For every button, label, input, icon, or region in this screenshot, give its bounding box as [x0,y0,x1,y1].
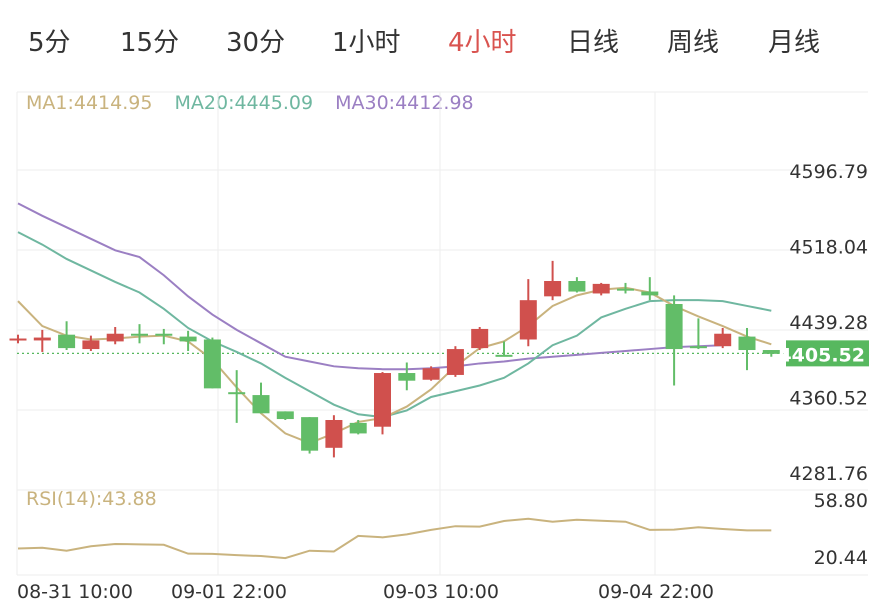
candle-body [592,283,610,294]
candle-body [519,300,537,340]
price-axis-label: 4596.79 [789,161,868,183]
candle-body [495,354,513,357]
candle-body [617,288,634,291]
candle-body [58,334,76,349]
current-price-label: 4405.52 [778,344,865,366]
time-axis-label: 09-04 22:00 [598,581,714,603]
ma-lines [17,202,772,560]
candle-body [33,337,51,341]
ma30-legend: MA30:4412.98 [335,92,474,114]
rsi-line [17,517,772,560]
axis-labels: 4596.79 4518.04 4439.28 4360.52 4281.76 4405.… [17,161,869,603]
ma1-line [17,286,772,445]
candle-body [155,333,173,336]
tab-weekly[interactable]: 周线 [667,28,720,58]
rsi-axis-label: 58.80 [814,490,868,512]
candle-body [471,328,489,349]
tab-daily[interactable]: 日线 [567,28,620,58]
price-axis-label: 4360.52 [789,387,868,409]
ma-legend: MA1:4414.95 MA20:4445.09 MA30:4412.98 [26,92,490,114]
candle-body [325,420,343,448]
tab-5min[interactable]: 5分 [28,28,71,58]
candle-body [179,336,197,342]
price-axis-label: 4518.04 [789,236,868,258]
tab-1hour[interactable]: 1小时 [332,28,401,58]
chart-grid [16,91,868,576]
price-axis-label: 4439.28 [789,312,868,334]
candle-body [665,304,683,350]
ma20-legend: MA20:4445.09 [174,92,314,114]
time-axis-label: 09-01 22:00 [171,581,287,603]
candle-body [398,373,416,381]
candle-body [568,281,586,292]
candle-body [203,339,221,389]
tab-15min[interactable]: 15分 [120,28,180,58]
candle-body [641,291,659,296]
candle-body [106,333,124,342]
tab-30min[interactable]: 30分 [226,28,286,58]
candle-body [276,411,294,420]
timeframe-tabs: 5分 15分 30分 1小时 4小时 日线 周线 月线 [0,0,875,84]
candle-body [714,333,732,347]
current-price-tag [786,340,869,367]
candle-body [9,338,27,341]
tab-monthly[interactable]: 月线 [768,28,821,58]
candle-body [301,417,319,451]
candle-body [131,333,148,336]
candle-body [738,336,756,351]
ma30-line [17,202,723,371]
rsi-legend: RSI(14):43.88 [26,488,157,510]
candle-body [252,395,270,414]
candle-body [422,368,440,380]
candle-body [228,392,246,395]
candle-body [349,422,367,434]
rsi-axis-label: 20.44 [814,547,868,569]
tab-4hour[interactable]: 4小时 [448,28,517,58]
time-axis-label: 09-03 10:00 [383,581,499,603]
candle-body [82,340,100,350]
candle-body [446,349,464,375]
time-axis-label: 08-31 10:00 [17,581,133,603]
ma20-line [17,231,772,419]
ma1-legend: MA1:4414.95 [26,92,153,114]
candle-body [544,281,562,297]
candle-body [689,346,707,349]
price-axis-label: 4281.76 [789,463,868,485]
candlesticks [9,260,780,458]
candle-body [374,373,391,427]
candle-body [762,350,780,354]
